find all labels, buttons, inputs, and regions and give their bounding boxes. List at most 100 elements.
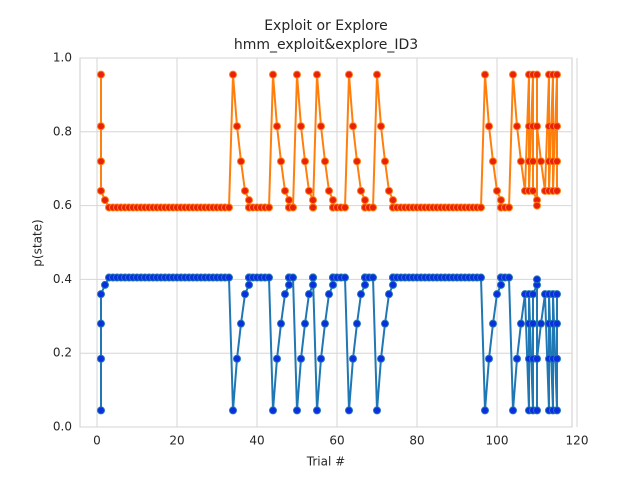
plot-area xyxy=(79,57,573,428)
data-point xyxy=(389,196,397,205)
data-point xyxy=(229,70,237,79)
data-point xyxy=(537,157,545,166)
data-point xyxy=(309,280,317,289)
data-point xyxy=(321,319,329,328)
data-point xyxy=(293,70,301,79)
y-tick-label: 0.0 xyxy=(53,420,72,434)
data-point xyxy=(301,319,309,328)
data-point xyxy=(553,319,561,328)
data-point xyxy=(309,273,317,282)
data-point xyxy=(381,319,389,328)
data-point xyxy=(349,354,357,363)
data-point xyxy=(553,186,561,195)
data-point xyxy=(385,186,393,195)
data-point xyxy=(533,406,541,415)
data-point xyxy=(97,122,105,131)
data-point xyxy=(313,406,321,415)
data-point xyxy=(101,196,109,205)
data-point xyxy=(97,70,105,79)
data-point xyxy=(353,319,361,328)
data-point xyxy=(281,186,289,195)
y-tick-label: 0.2 xyxy=(53,346,72,360)
data-point xyxy=(225,203,233,212)
data-point xyxy=(477,203,485,212)
data-point xyxy=(265,273,273,282)
data-point xyxy=(493,290,501,299)
data-point xyxy=(489,319,497,328)
data-point xyxy=(517,319,525,328)
x-tick-label: 120 xyxy=(566,434,589,448)
data-point xyxy=(553,354,561,363)
data-point xyxy=(277,319,285,328)
data-point xyxy=(361,196,369,205)
data-point xyxy=(389,280,397,289)
data-point xyxy=(97,157,105,166)
x-tick-label: 20 xyxy=(169,434,184,448)
y-tick-label: 1.0 xyxy=(53,51,72,65)
data-point xyxy=(325,290,333,299)
data-point xyxy=(553,290,561,299)
x-tick-label: 80 xyxy=(409,434,424,448)
data-point xyxy=(237,157,245,166)
data-point xyxy=(513,122,521,131)
x-tick-label: 40 xyxy=(249,434,264,448)
data-point xyxy=(533,70,541,79)
data-point xyxy=(225,273,233,282)
data-point xyxy=(317,354,325,363)
data-point xyxy=(341,273,349,282)
data-point xyxy=(533,275,541,284)
data-point xyxy=(553,122,561,131)
chart-subtitle: hmm_exploit&explore_ID3 xyxy=(234,37,418,53)
data-point xyxy=(345,406,353,415)
data-point xyxy=(269,70,277,79)
data-point xyxy=(309,196,317,205)
data-point xyxy=(485,122,493,131)
data-point xyxy=(385,290,393,299)
data-point xyxy=(533,122,541,131)
y-tick-label: 0.6 xyxy=(53,198,72,212)
data-point xyxy=(237,319,245,328)
data-point xyxy=(101,280,109,289)
data-point xyxy=(517,157,525,166)
data-point xyxy=(241,290,249,299)
data-point xyxy=(325,186,333,195)
data-point xyxy=(289,203,297,212)
data-point xyxy=(373,70,381,79)
data-point xyxy=(309,203,317,212)
data-point xyxy=(285,280,293,289)
x-axis-label: Trial # xyxy=(306,455,345,469)
data-point xyxy=(317,122,325,131)
data-point xyxy=(357,186,365,195)
data-point xyxy=(245,196,253,205)
x-tick-label: 0 xyxy=(93,434,101,448)
data-point xyxy=(329,196,337,205)
data-point xyxy=(313,70,321,79)
data-point xyxy=(273,122,281,131)
data-point xyxy=(97,406,105,415)
data-point xyxy=(537,319,545,328)
data-point xyxy=(321,157,329,166)
data-point xyxy=(377,354,385,363)
data-point xyxy=(493,186,501,195)
data-point xyxy=(369,203,377,212)
data-point xyxy=(289,273,297,282)
data-point xyxy=(297,354,305,363)
data-point xyxy=(329,280,337,289)
data-point xyxy=(285,196,293,205)
data-point xyxy=(97,319,105,328)
data-point xyxy=(97,290,105,299)
data-point xyxy=(353,157,361,166)
data-point xyxy=(381,157,389,166)
data-point xyxy=(293,406,301,415)
data-point xyxy=(277,157,285,166)
data-point xyxy=(553,406,561,415)
y-tick-label: 0.4 xyxy=(53,272,72,286)
data-point xyxy=(533,354,541,363)
data-point xyxy=(509,70,517,79)
data-point xyxy=(489,157,497,166)
x-tick-label: 60 xyxy=(329,434,344,448)
data-point xyxy=(301,157,309,166)
data-point xyxy=(241,186,249,195)
data-point xyxy=(497,196,505,205)
data-point xyxy=(513,354,521,363)
